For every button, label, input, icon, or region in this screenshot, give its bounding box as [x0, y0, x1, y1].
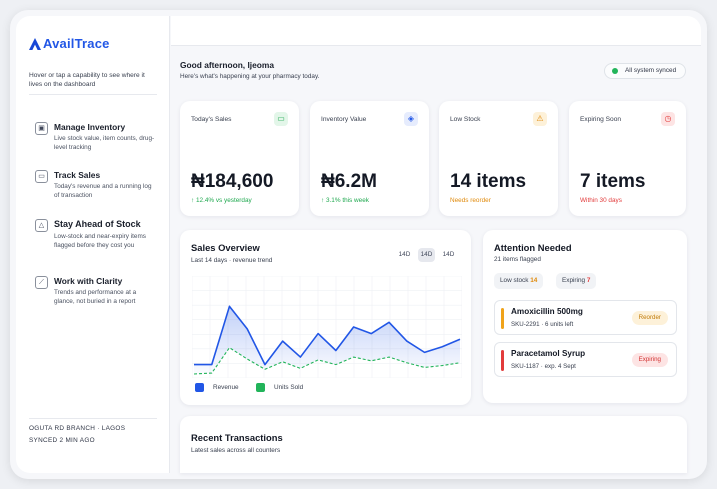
sales-overview-title: Sales Overview [191, 242, 260, 253]
legend-swatch [195, 383, 204, 392]
box-icon: ◈ [404, 112, 418, 126]
capability-desc: Trends and performance at a glance, not … [54, 289, 137, 305]
expiring-badge[interactable]: Expiring [631, 353, 668, 367]
reorder-button[interactable]: Reorder [631, 311, 668, 325]
transactions-title: Recent Transactions [191, 432, 283, 443]
sales-overview-subtitle: Last 14 days · revenue trend [191, 257, 273, 264]
chip-label: Low stock [500, 277, 529, 284]
alert-item-meta: SKU-1187 · exp. 4 Sept [511, 363, 576, 370]
transactions-subtitle: Latest sales across all counters [191, 447, 281, 454]
stat-label: Inventory Value [321, 116, 367, 123]
legend-swatch [256, 383, 265, 392]
warning-icon: ⚠ [533, 112, 547, 126]
legend-label: Units Sold [274, 384, 304, 391]
range-button[interactable]: 14D [442, 251, 455, 258]
chip-count: 7 [586, 277, 591, 284]
stat-change: ↑ 12.4% vs yesterday [191, 197, 252, 204]
range-button[interactable]: 14D [398, 251, 411, 258]
legend-label: Revenue [213, 384, 239, 391]
stat-card-todays-sales[interactable]: Today's Sales ▭ ₦184,600 ↑ 12.4% vs yest… [180, 101, 299, 216]
stat-label: Low Stock [450, 116, 481, 123]
attention-subtitle: 21 items flagged [494, 256, 541, 263]
chart-icon: ⟋ [35, 276, 48, 289]
stat-note: Needs reorder [450, 197, 491, 204]
legend-item-units-sold: Units Sold [256, 383, 303, 392]
box-icon: ▣ [35, 122, 48, 135]
divider [29, 418, 157, 419]
revenue-line [194, 305, 461, 366]
chip-label: Expiring [562, 277, 586, 284]
revenue-area [194, 306, 460, 374]
stat-note: Within 30 days [580, 197, 622, 204]
capability-title: Work with Clarity [54, 276, 123, 286]
stat-value: ₦6.2M [321, 171, 377, 192]
brand-logo[interactable]: AvailTrace [28, 36, 110, 51]
capability-title: Track Sales [54, 170, 101, 180]
capability-desc: Live stock value, item counts, drug-leve… [54, 135, 155, 151]
stat-card-expiring-soon[interactable]: Expiring Soon ◷ 7 items Within 30 days [569, 101, 686, 216]
sidebar-hint: Hover or tap a capability to see where i… [29, 72, 145, 88]
stat-value: ₦184,600 [191, 171, 274, 192]
attention-title: Attention Needed [494, 242, 572, 253]
alert-item[interactable]: Paracetamol Syrup SKU-1187 · exp. 4 Sept… [494, 342, 677, 377]
severity-bar [501, 350, 504, 371]
stat-value: 14 items [450, 171, 527, 192]
stat-change: ↑ 3.1% this week [321, 197, 369, 204]
alert-item-meta: SKU-2291 · 6 units left [511, 321, 574, 328]
cash-icon: ▭ [274, 112, 288, 126]
chip-low-stock[interactable]: Low stock 14 [494, 273, 544, 289]
range-button-active[interactable]: 14D [418, 248, 435, 262]
stat-card-low-stock[interactable]: Low Stock ⚠ 14 items Needs reorder [439, 101, 558, 216]
legend-item-revenue: Revenue [195, 383, 239, 392]
chip-count: 14 [530, 277, 538, 284]
sync-status: SYNCED 2 MIN AGO [29, 437, 95, 444]
capability-title: Manage Inventory [54, 122, 126, 132]
cash-icon: ▭ [35, 170, 48, 183]
system-status-text: All system synced [625, 67, 677, 74]
branch-label: OGUTA RD BRANCH · LAGOS [29, 425, 126, 432]
chip-expiring[interactable]: Expiring 7 [556, 273, 597, 289]
greeting-subtitle: Here's what's happening at your pharmacy… [180, 73, 320, 80]
severity-bar [501, 308, 504, 329]
clock-icon: ◷ [661, 112, 675, 126]
stat-label: Expiring Soon [580, 116, 622, 123]
system-status-badge[interactable]: All system synced [604, 63, 686, 79]
sales-overview-card: Sales Overview Last 14 days · revenue tr… [180, 230, 471, 405]
sidebar [16, 16, 170, 473]
units-sold-line [193, 346, 461, 375]
logo-icon [29, 37, 41, 50]
stat-value: 7 items [580, 171, 646, 192]
alert-item-name: Paracetamol Syrup [511, 349, 586, 358]
brand-name: AvailTrace [43, 36, 110, 51]
status-dot-icon [612, 68, 618, 74]
sales-chart [192, 276, 462, 378]
capability-desc: Low-stock and near-expiry items flagged … [54, 233, 146, 249]
alert-item[interactable]: Amoxicillin 500mg SKU-2291 · 6 units lef… [494, 300, 677, 335]
attention-card: Attention Needed 21 items flagged Low st… [483, 230, 687, 403]
alert-item-name: Amoxicillin 500mg [511, 307, 583, 316]
recent-transactions-card: Recent Transactions Latest sales across … [180, 416, 687, 473]
capability-desc: Today's revenue and a running log of tra… [54, 183, 152, 199]
stat-label: Today's Sales [191, 116, 232, 123]
capability-title: Stay Ahead of Stock [54, 219, 141, 229]
divider [29, 94, 157, 95]
greeting: Good afternoon, Ijeoma [180, 60, 274, 70]
stat-card-inventory-value[interactable]: Inventory Value ◈ ₦6.2M ↑ 3.1% this week [310, 101, 429, 216]
top-bar [171, 16, 701, 46]
warning-icon: △ [35, 219, 48, 232]
